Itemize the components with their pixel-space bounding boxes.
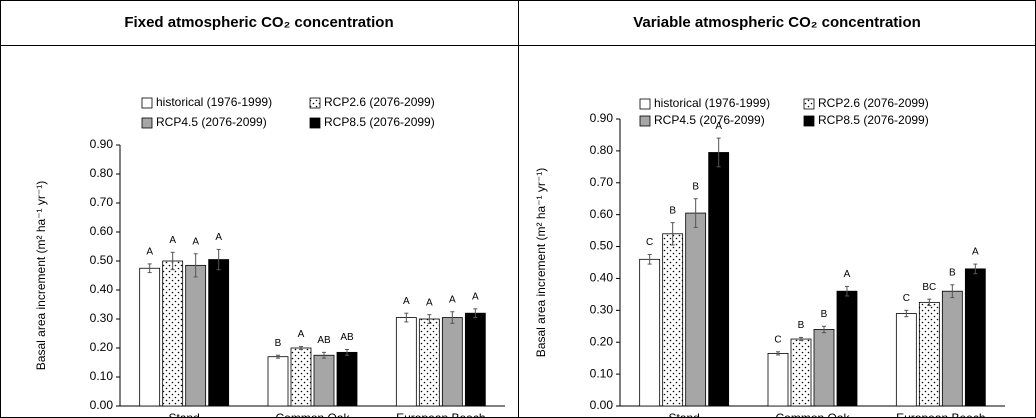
significance-letter: B — [798, 320, 805, 331]
x-tick-label: Common Oak — [275, 411, 350, 418]
bar — [767, 352, 789, 407]
y-tick-label: 0.00 — [590, 398, 614, 412]
bar — [139, 267, 161, 407]
y-tick-label: 0.60 — [590, 207, 614, 221]
y-tick-label: 0.10 — [590, 366, 614, 380]
bar — [313, 354, 335, 407]
significance-letter: B — [821, 309, 828, 320]
legend-swatch — [639, 98, 651, 110]
legend-label: historical (1976-1999) — [156, 95, 272, 109]
bar — [685, 212, 707, 407]
legend-swatch — [803, 115, 815, 127]
legend-label: historical (1976-1999) — [654, 96, 770, 110]
bar — [662, 233, 684, 407]
bar — [836, 290, 858, 407]
significance-letter: B — [275, 338, 282, 349]
bar — [918, 301, 940, 407]
legend-label: RCP8.5 (2076-2099) — [818, 113, 929, 127]
significance-letter: AB — [317, 335, 331, 346]
bar — [185, 264, 207, 407]
significance-letter: A — [426, 297, 433, 308]
bar — [708, 152, 730, 407]
x-tick-label: Common Oak — [775, 411, 850, 418]
bar — [964, 268, 986, 407]
bar — [941, 290, 963, 407]
significance-letter: A — [449, 294, 456, 305]
bar — [395, 317, 417, 407]
bar — [336, 351, 358, 407]
legend-swatch — [141, 97, 153, 109]
bar — [267, 356, 289, 407]
y-tick-label: 0.90 — [90, 137, 114, 151]
y-tick-label: 0.20 — [590, 334, 614, 348]
significance-letter: A — [472, 291, 479, 302]
chart-title: Variable atmospheric CO₂ concentration — [633, 14, 921, 31]
x-tick-label: Stand — [168, 411, 199, 418]
y-axis-label: Basal area increment (m² ha⁻¹ yr⁻¹) — [34, 181, 48, 370]
legend-swatch — [309, 97, 321, 109]
legend-label: RCP4.5 (2076-2099) — [156, 115, 267, 129]
y-tick-label: 0.00 — [90, 398, 114, 412]
y-axis-label: Basal area increment (m² ha⁻¹ yr⁻¹) — [534, 168, 548, 357]
y-tick-label: 0.10 — [90, 369, 114, 383]
bar — [895, 313, 917, 407]
bar — [208, 259, 230, 407]
significance-letter: BC — [922, 282, 936, 293]
legend-label: RCP2.6 (2076-2099) — [818, 96, 929, 110]
legend-swatch — [803, 98, 815, 110]
x-tick-label: European Beech — [396, 411, 485, 418]
y-tick-label: 0.30 — [90, 311, 114, 325]
y-tick-label: 0.80 — [590, 143, 614, 157]
x-tick-label: Stand — [668, 411, 699, 418]
y-tick-label: 0.60 — [90, 224, 114, 238]
y-tick-label: 0.70 — [90, 195, 114, 209]
bar — [790, 338, 812, 407]
bar — [162, 260, 184, 407]
significance-letter: A — [192, 236, 199, 247]
significance-letter: C — [646, 237, 653, 248]
significance-letter: A — [972, 247, 979, 258]
bar — [639, 258, 661, 407]
y-tick-label: 0.50 — [90, 253, 114, 267]
y-tick-label: 0.40 — [590, 271, 614, 285]
legend-label: RCP2.6 (2076-2099) — [324, 95, 435, 109]
significance-letter: C — [774, 334, 781, 345]
chart-title: Fixed atmospheric CO₂ concentration — [124, 14, 393, 31]
y-tick-label: 0.70 — [590, 175, 614, 189]
y-tick-label: 0.80 — [90, 166, 114, 180]
legend-label: RCP4.5 (2076-2099) — [654, 113, 765, 127]
significance-letter: A — [715, 121, 722, 132]
bar — [464, 312, 486, 407]
significance-letter: B — [692, 181, 699, 192]
legend-swatch — [309, 117, 321, 129]
y-tick-label: 0.50 — [590, 239, 614, 253]
significance-letter: A — [403, 296, 410, 307]
significance-letter: B — [949, 267, 956, 278]
significance-letter: C — [903, 293, 910, 304]
significance-letter: A — [298, 329, 305, 340]
significance-letter: A — [169, 235, 176, 246]
legend-swatch — [639, 115, 651, 127]
y-tick-label: 0.90 — [590, 111, 614, 125]
y-tick-label: 0.20 — [90, 340, 114, 354]
significance-letter: A — [146, 247, 153, 258]
significance-letter: B — [669, 205, 676, 216]
y-tick-label: 0.30 — [590, 303, 614, 317]
bar — [813, 329, 835, 407]
significance-letter: A — [844, 269, 851, 280]
x-tick-label: European Beech — [896, 411, 985, 418]
bar — [290, 347, 312, 407]
significance-letter: A — [215, 232, 222, 243]
y-tick-label: 0.40 — [90, 282, 114, 296]
legend-swatch — [141, 117, 153, 129]
significance-letter: AB — [340, 332, 354, 343]
bar — [441, 317, 463, 407]
legend-label: RCP8.5 (2076-2099) — [324, 115, 435, 129]
bar — [418, 318, 440, 407]
